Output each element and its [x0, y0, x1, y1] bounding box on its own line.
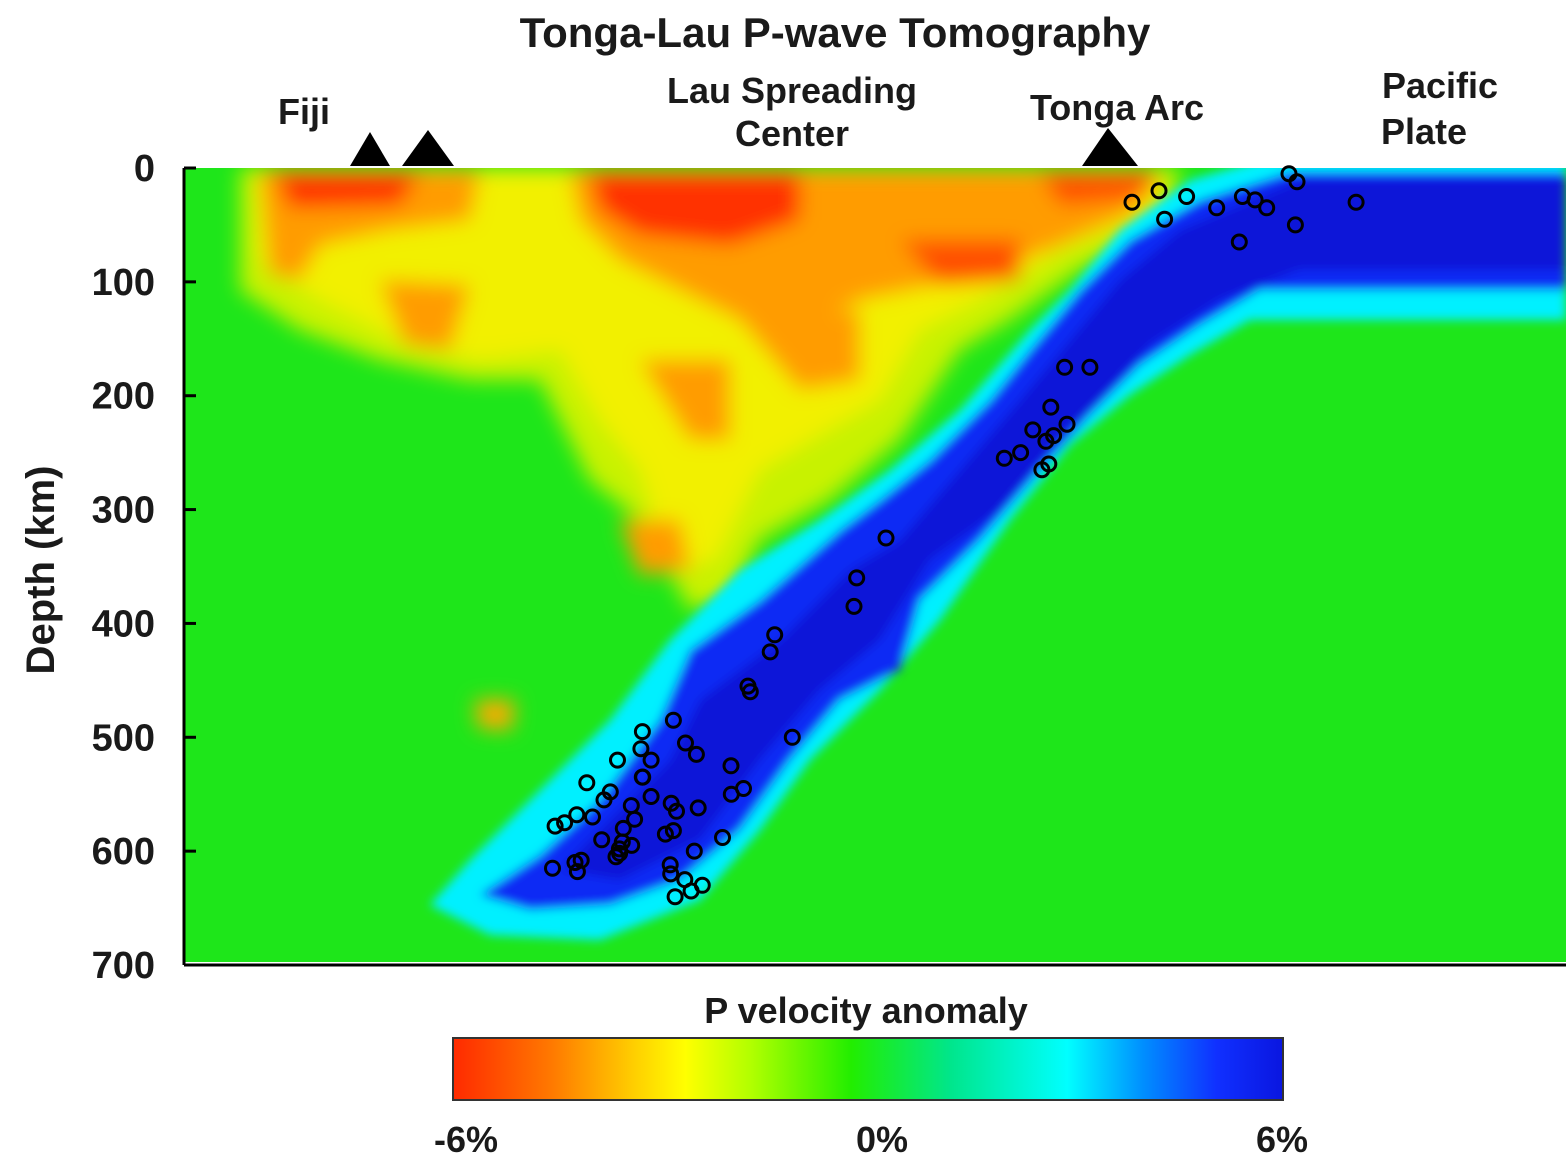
surface-label-lau-line2: Center	[735, 113, 849, 154]
y-tick-label: 600	[92, 831, 155, 873]
surface-labels: Fiji Lau Spreading Center Tonga Arc Paci…	[278, 65, 1498, 154]
earthquake-marker	[642, 751, 660, 769]
earthquake-marker	[633, 723, 651, 741]
earthquake-marker	[556, 814, 574, 832]
earthquake-marker	[1288, 173, 1306, 191]
earthquake-marker	[1208, 199, 1226, 217]
earthquake-marker	[607, 848, 625, 866]
y-tick-label: 700	[92, 945, 155, 987]
chart-title: Tonga-Lau P-wave Tomography	[520, 9, 1151, 56]
earthquake-marker	[656, 825, 674, 843]
y-tick-label: 100	[92, 262, 155, 304]
earthquake-marker	[662, 865, 680, 883]
earthquake-marker	[761, 643, 779, 661]
earthquake-marker	[722, 757, 740, 775]
earthquake-marker	[593, 831, 611, 849]
y-tick-label: 400	[92, 603, 155, 645]
earthquake-marker	[687, 745, 705, 763]
earthquake-marker	[1150, 182, 1168, 200]
earthquake-marker	[642, 788, 660, 805]
earthquake-marker	[1081, 358, 1099, 376]
earthquake-marker	[722, 785, 740, 803]
earthquake-marker	[766, 626, 784, 644]
y-tick-label: 300	[92, 490, 155, 532]
earthquake-marker	[1012, 444, 1030, 462]
earthquake-hypocenters	[544, 165, 1365, 906]
y-axis-ticks: 0 100 200 300 400 500 600 700	[92, 148, 196, 987]
earthquake-marker	[632, 740, 650, 758]
colorbar-tick-min: -6%	[434, 1119, 498, 1160]
earthquake-marker	[664, 822, 682, 840]
earthquake-marker	[877, 529, 895, 547]
earthquake-marker	[544, 859, 561, 877]
y-tick-label: 500	[92, 717, 155, 759]
earthquake-marker	[609, 751, 626, 769]
earthquake-marker	[1024, 421, 1042, 439]
earthquake-marker	[677, 734, 694, 752]
y-tick-label: 200	[92, 376, 155, 418]
earthquake-marker	[1258, 199, 1276, 217]
surface-label-fiji: Fiji	[278, 91, 330, 132]
earthquake-marker	[995, 449, 1013, 467]
earthquake-marker	[595, 791, 613, 809]
earthquake-marker	[1123, 193, 1141, 211]
surface-label-lau-line1: Lau Spreading	[667, 70, 917, 111]
y-axis-label: Depth (km)	[19, 466, 63, 675]
earthquake-marker	[568, 806, 586, 824]
tomography-field	[185, 168, 1566, 962]
earthquake-marker	[568, 863, 586, 881]
earthquake-marker	[566, 854, 584, 871]
earthquake-marker	[714, 829, 731, 846]
earthquake-marker	[1230, 233, 1248, 251]
earthquake-marker	[668, 802, 685, 820]
surface-label-tonga-arc: Tonga Arc	[1030, 87, 1204, 128]
earthquake-marker	[685, 842, 703, 860]
y-tick-label: 0	[134, 148, 155, 190]
earthquake-marker	[689, 799, 707, 817]
earthquake-marker	[741, 683, 759, 701]
earthquake-marker	[578, 774, 596, 792]
colorbar-label: P velocity anomaly	[704, 990, 1028, 1031]
colorbar	[452, 1037, 1284, 1101]
earthquake-marker	[1042, 398, 1060, 416]
earthquake-marker	[848, 569, 866, 587]
earthquake-marker	[626, 810, 644, 828]
surface-label-pacific-line1: Pacific	[1382, 65, 1498, 106]
earthquake-marker	[1347, 193, 1365, 211]
volcano-icon	[402, 130, 454, 166]
earthquake-marker	[1178, 188, 1196, 205]
earthquake-marker	[584, 808, 601, 826]
earthquake-marker	[633, 768, 651, 786]
earthquake-marker	[1246, 191, 1264, 209]
earthquake-marker	[682, 882, 700, 900]
earthquake-marker	[1058, 415, 1076, 433]
earthquake-marker	[1056, 358, 1074, 376]
volcano-icon	[350, 132, 390, 166]
earthquake-marker	[661, 856, 679, 874]
earthquake-marker	[611, 844, 629, 862]
volcano-icon	[1082, 128, 1138, 166]
earthquake-marker	[666, 888, 684, 906]
earthquake-marker	[1033, 461, 1051, 479]
earthquake-marker	[1286, 216, 1304, 234]
earthquake-marker	[664, 711, 682, 729]
volcano-markers	[350, 128, 1138, 166]
earthquake-marker	[845, 597, 863, 615]
colorbar-tick-zero: 0%	[856, 1119, 908, 1160]
earthquake-marker	[783, 728, 801, 746]
surface-label-pacific-line2: Plate	[1381, 111, 1467, 152]
earthquake-marker	[546, 817, 564, 835]
earthquake-marker	[1037, 432, 1055, 450]
colorbar-tick-max: 6%	[1256, 1119, 1308, 1160]
earthquake-marker	[1156, 210, 1174, 228]
